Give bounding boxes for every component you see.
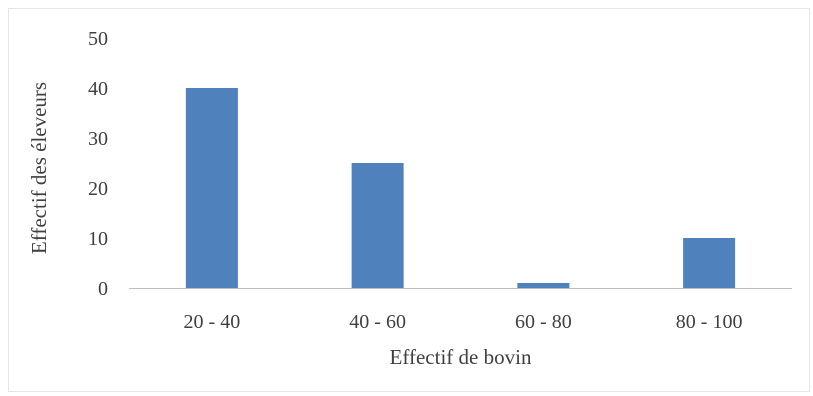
- bar: [351, 163, 404, 288]
- x-axis-title: Effectif de bovin: [390, 345, 532, 369]
- y-tick-label: 30: [88, 128, 108, 150]
- y-tick-label: 10: [88, 228, 108, 250]
- y-tick-label: 0: [98, 278, 108, 300]
- y-tick-labels: 0 10 20 30 40 50: [88, 28, 108, 300]
- bar: [517, 283, 570, 288]
- x-tick-label: 20 - 40: [184, 311, 241, 333]
- x-tick-labels: 20 - 40 40 - 60 60 - 80 80 - 100: [184, 311, 743, 333]
- x-tick-label: 40 - 60: [349, 311, 406, 333]
- x-tick-label: 80 - 100: [676, 311, 743, 333]
- bar: [683, 238, 736, 288]
- y-tick-label: 20: [88, 178, 108, 200]
- chart-frame: [8, 8, 810, 392]
- bars: [185, 88, 736, 288]
- bar: [185, 88, 238, 288]
- y-tick-label: 50: [88, 28, 108, 50]
- y-tick-label: 40: [88, 78, 108, 100]
- x-tick-label: 60 - 80: [515, 311, 572, 333]
- y-axis-title: Effectif des éleveurs: [27, 82, 51, 254]
